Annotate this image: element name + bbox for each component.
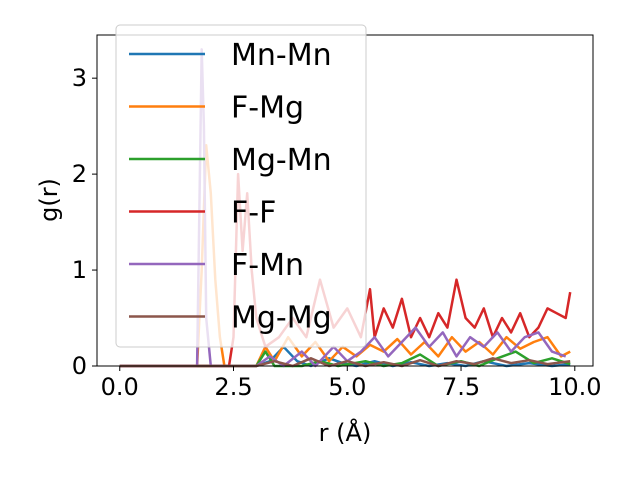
series-line-f-mn [119,48,567,368]
legend-label: Mn-Mn [231,38,332,73]
legend-label: Mg-Mn [231,143,332,178]
x-tick-label: 0.0 [101,373,139,401]
y-tick-label: 2 [72,160,87,188]
y-ticks: 0 1 2 3 [72,64,97,380]
y-tick-label: 3 [72,64,87,92]
x-ticks: 0.0 2.5 5.0 7.5 10.0 [101,366,602,401]
legend-label: Mg-Mg [231,301,332,336]
x-tick-label: 5.0 [328,373,366,401]
x-tick-label: 2.5 [214,373,252,401]
series-line-mn-mn [119,345,571,368]
y-tick-label: 0 [72,352,87,380]
legend-box [115,24,367,348]
y-tick-label: 1 [72,256,87,284]
legend: Mn-Mn F-Mg Mg-Mn F-F F-Mn Mg-Mg [115,24,367,348]
x-tick-label: 7.5 [442,373,480,401]
x-tick-label: 10.0 [548,373,601,401]
y-axis-label: g(r) [35,178,63,222]
legend-label: F-Mn [231,248,304,283]
x-axis-label: r (Å) [319,418,372,447]
legend-label: F-F [231,196,276,231]
legend-label: F-Mg [231,91,304,126]
